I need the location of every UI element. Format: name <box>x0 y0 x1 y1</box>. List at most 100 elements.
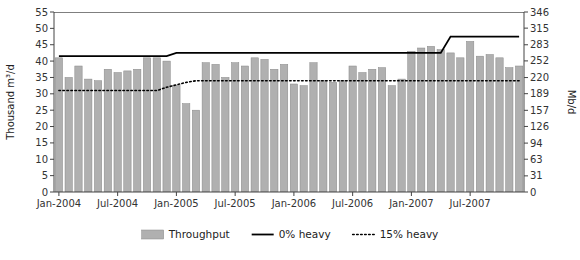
bar <box>369 69 376 192</box>
bar <box>329 82 336 192</box>
bar <box>183 104 190 192</box>
x-tick-label: Jan-2007 <box>388 198 433 209</box>
legend-swatch <box>353 234 375 236</box>
y-tick-label: 45 <box>35 39 48 50</box>
bar <box>486 55 493 192</box>
legend-swatch <box>252 234 274 236</box>
y2-tick-label: 126 <box>530 121 549 132</box>
y-tick <box>50 44 54 45</box>
bar <box>398 79 405 192</box>
bar <box>104 69 111 192</box>
bar <box>75 66 82 192</box>
bar <box>378 68 385 192</box>
legend-label: 15% heavy <box>380 228 439 240</box>
legend-item: 15% heavy <box>353 228 439 240</box>
x-tick-label: Jul-2006 <box>331 198 373 209</box>
bar <box>271 69 278 192</box>
y-tick <box>50 12 54 13</box>
y-tick <box>50 142 54 143</box>
line <box>59 81 519 91</box>
bar <box>408 51 415 192</box>
y2-tick <box>524 93 528 94</box>
bar <box>290 84 297 192</box>
y-tick <box>50 77 54 78</box>
x-tick <box>58 192 59 196</box>
x-tick <box>235 192 236 196</box>
y-tick-label: 40 <box>35 56 48 67</box>
x-axis-line <box>54 192 524 193</box>
legend: Throughput 0% heavy 15% heavy <box>142 228 439 240</box>
bar <box>427 46 434 192</box>
x-tick <box>411 192 412 196</box>
bar <box>300 86 307 192</box>
y-tick-label: 0 <box>42 187 48 198</box>
bar <box>231 63 238 192</box>
y2-tick <box>524 60 528 61</box>
y2-tick-label: 220 <box>530 72 549 83</box>
bar <box>143 58 150 192</box>
bar <box>94 81 101 192</box>
bar <box>506 68 513 192</box>
chart: 0510152025303540455055031639412615718922… <box>0 0 580 260</box>
y-tick-label: 15 <box>35 137 48 148</box>
y-tick <box>50 192 54 193</box>
reference-line <box>54 12 524 13</box>
y2-tick-label: 315 <box>530 23 549 34</box>
bar <box>280 64 287 192</box>
y2-tick <box>524 110 528 111</box>
y2-tick <box>524 12 528 13</box>
legend-label: 0% heavy <box>279 228 331 240</box>
bar <box>310 63 317 192</box>
y2-tick <box>524 28 528 29</box>
y2-tick <box>524 159 528 160</box>
y2-tick-label: 63 <box>530 154 543 165</box>
bar <box>173 86 180 192</box>
bar <box>153 58 160 192</box>
plot-marks <box>54 12 524 192</box>
line <box>59 37 519 57</box>
x-tick-label: Jul-2005 <box>214 198 256 209</box>
legend-item: 0% heavy <box>252 228 331 240</box>
bar <box>388 86 395 192</box>
y2-tick <box>524 77 528 78</box>
bar <box>320 81 327 192</box>
y-tick <box>50 126 54 127</box>
y2-tick <box>524 126 528 127</box>
x-tick <box>352 192 353 196</box>
y2-tick-label: 189 <box>530 88 549 99</box>
x-tick <box>293 192 294 196</box>
y-tick <box>50 110 54 111</box>
y2-tick <box>524 192 528 193</box>
bar <box>339 81 346 192</box>
bar <box>437 50 444 192</box>
y2-tick <box>524 44 528 45</box>
y-tick-label: 20 <box>35 121 48 132</box>
bar <box>447 53 454 192</box>
bar <box>476 56 483 192</box>
y-tick <box>50 28 54 29</box>
y-tick-label: 30 <box>35 88 48 99</box>
y-tick-label: 50 <box>35 23 48 34</box>
y2-tick-label: 346 <box>530 7 549 18</box>
legend-label: Throughput <box>168 228 230 240</box>
bar <box>515 66 522 192</box>
x-tick-label: Jan-2004 <box>36 198 81 209</box>
y2-tick <box>524 143 528 144</box>
y2-tick-label: 31 <box>530 170 543 181</box>
bar <box>496 58 503 192</box>
bar <box>202 63 209 192</box>
x-tick <box>470 192 471 196</box>
y-axis-label: Thousand m³/d <box>5 64 16 141</box>
y-tick-label: 5 <box>42 170 48 181</box>
y2-tick-label: 283 <box>530 39 549 50</box>
y2-tick <box>524 175 528 176</box>
bar <box>466 41 473 192</box>
bar <box>55 58 62 192</box>
y2-tick-label: 0 <box>530 187 536 198</box>
x-tick-label: Jul-2004 <box>96 198 138 209</box>
legend-swatch <box>142 230 164 239</box>
y-tick-label: 55 <box>35 7 48 18</box>
y2-tick-label: 252 <box>530 55 549 66</box>
y2-tick-label: 157 <box>530 105 549 116</box>
bar <box>134 69 141 192</box>
